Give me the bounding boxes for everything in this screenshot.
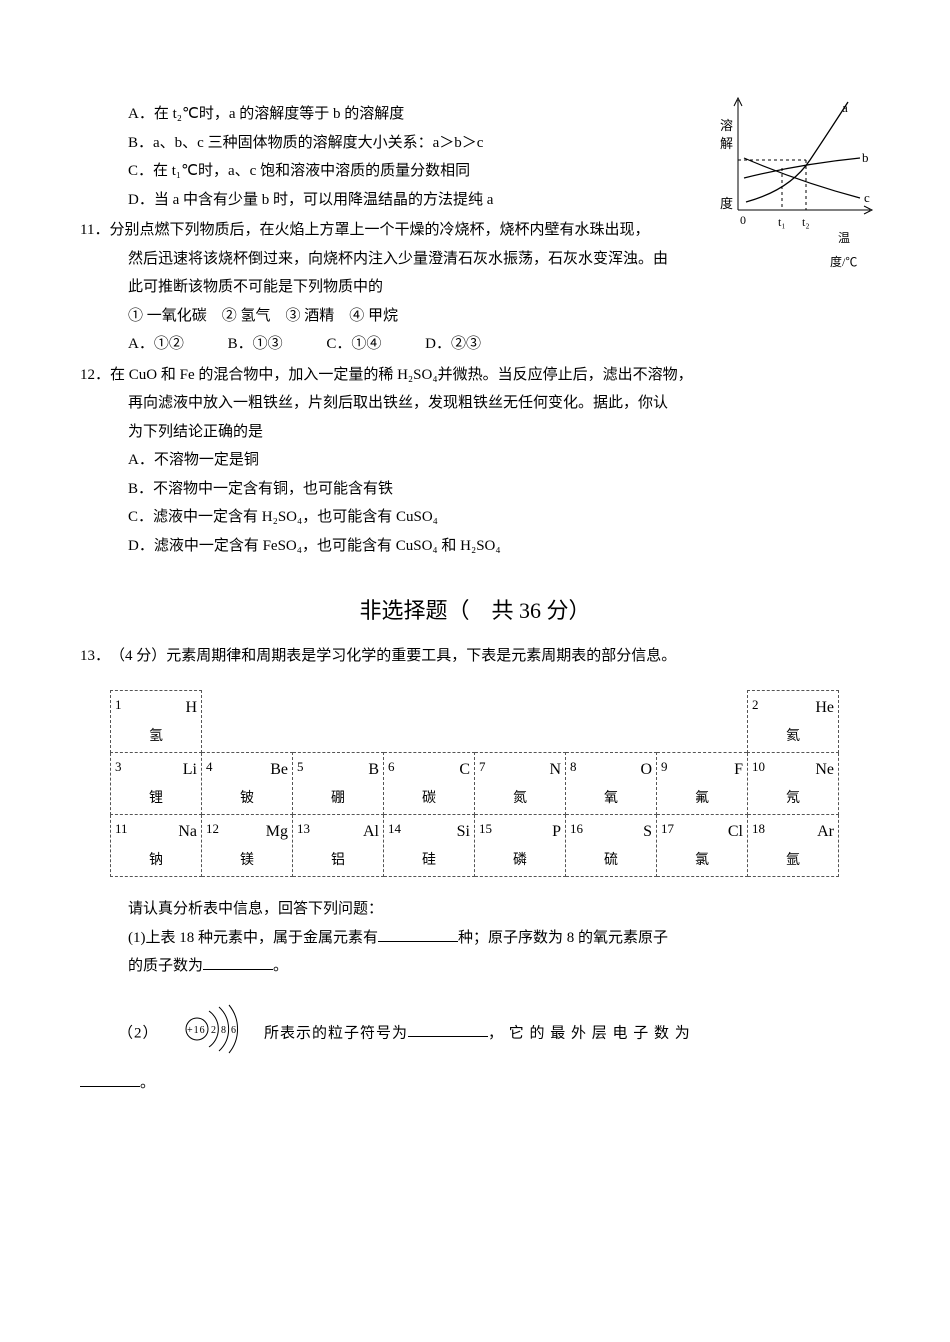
series-a-label: a (842, 100, 848, 115)
question-11: 11．分别点燃下列物质后，在火焰上方罩上一个干燥的冷烧杯，烧杯内壁有水珠出现， … (80, 216, 870, 359)
element-cell: 18Ar氩 (748, 815, 839, 877)
shell-2: 8 (221, 1025, 227, 1036)
q13-sub1: (1)上表 18 种元素中，属于金属元素有 种；原子序数为 8 的氧元素原子 (80, 924, 870, 953)
q11-number: 11． (80, 216, 109, 245)
element-cell: 1H氢 (111, 691, 202, 753)
q13-sub2d: 。 (140, 1075, 155, 1091)
element-cell: 17Cl氯 (657, 815, 748, 877)
q13-sub1b: 种；原子序数为 8 的氧元素原子 (458, 930, 668, 946)
q13-sub2c: ， 它 的 最 外 层 电 子 数 为 (488, 1025, 691, 1041)
element-cell: 2He氦 (748, 691, 839, 753)
q12-stem-1: 在 CuO 和 Fe 的混合物中，加入一定量的稀 H₂SO₄并微热。当反应停止后… (110, 367, 693, 383)
element-cell: 6C碳 (384, 753, 475, 815)
q11-optB: B．①③ (228, 330, 283, 359)
q13-stem: （4 分）元素周期律和周期表是学习化学的重要工具，下表是元素周期表的部分信息。 (110, 648, 676, 664)
blank-field[interactable] (80, 1071, 140, 1087)
y-axis-char-1: 溶 (720, 118, 733, 133)
q13-sub2b: 所表示的粒子符号为 (264, 1025, 408, 1041)
q13-sub1a: (1)上表 18 种元素中，属于金属元素有 (128, 930, 378, 946)
element-cell: 7N氮 (475, 753, 566, 815)
q11-optD: D．②③ (425, 330, 481, 359)
element-cell: 9F氟 (657, 753, 748, 815)
q13-instruction: 请认真分析表中信息，回答下列问题： (80, 895, 870, 924)
question-10-fragment: A．在 t₂℃时，a 的溶解度等于 b 的溶解度 B．a、b、c 三种固体物质的… (80, 100, 870, 214)
q12-optB: B．不溶物中一定含有铜，也可能含有铁 (80, 475, 870, 504)
q12-stem-3: 为下列结论正确的是 (80, 418, 870, 447)
q13-sub2: （2） +16 2 8 6 所表示的粒子符号为 ， 它 的 最 外 层 电 子 数… (80, 999, 870, 1070)
q11-optA: A．①② (128, 330, 184, 359)
element-cell: 16S硫 (566, 815, 657, 877)
periodic-table: 1H氢 2He氦 3Li锂4Be铍5B硼6C碳7N氮8O氧9F氟10Ne氖 11Na钠… (110, 690, 839, 877)
q13-sub2-line2: 。 (80, 1069, 870, 1098)
element-cell: 8O氧 (566, 753, 657, 815)
q12-stem-2: 再向滤液中放入一粗铁丝，片刻后取出铁丝，发现粗铁丝无任何变化。据此，你认 (80, 389, 870, 418)
element-cell: 14Si硅 (384, 815, 475, 877)
series-c-label: c (864, 190, 870, 205)
q12-optA: A．不溶物一定是铜 (80, 446, 870, 475)
blank-field[interactable] (408, 1021, 488, 1037)
element-cell: 13Al铝 (293, 815, 384, 877)
y-axis-char-2: 解 (720, 136, 733, 151)
q11-optC: C．①④ (326, 330, 381, 359)
element-cell: 11Na钠 (111, 815, 202, 877)
shell-3: 6 (231, 1025, 237, 1036)
blank-field[interactable] (378, 926, 458, 942)
q12-optC: C．滤液中一定含有 H₂SO₄，也可能含有 CuSO₄ (80, 503, 870, 532)
element-cell: 3Li锂 (111, 753, 202, 815)
element-cell: 4Be铍 (202, 753, 293, 815)
nucleus-charge: +16 (187, 1025, 206, 1036)
q12-number: 12． (80, 361, 110, 390)
q13-sub1d: 。 (273, 958, 288, 974)
question-12: 12．在 CuO 和 Fe 的混合物中，加入一定量的稀 H₂SO₄并微热。当反应… (80, 361, 870, 561)
section-title: 非选择题（ 共 36 分） (80, 590, 870, 632)
element-cell: 15P磷 (475, 815, 566, 877)
atom-structure-diagram: +16 2 8 6 (171, 999, 251, 1070)
q11-stem-1: 分别点燃下列物质后，在火焰上方罩上一个干燥的冷烧杯，烧杯内壁有水珠出现， (109, 222, 649, 238)
q12-optD: D．滤液中一定含有 FeSO₄，也可能含有 CuSO₄ 和 H₂SO₄ (80, 532, 870, 561)
shell-1: 2 (211, 1025, 217, 1036)
q13-number: 13． (80, 642, 110, 671)
y-axis-char-3: 度 (720, 196, 733, 211)
element-cell: 5B硼 (293, 753, 384, 815)
blank-field[interactable] (203, 954, 273, 970)
series-b-label: b (862, 150, 869, 165)
element-cell: 10Ne氖 (748, 753, 839, 815)
q11-options: A．①② B．①③ C．①④ D．②③ (80, 330, 870, 359)
q13-sub2a: （2） (118, 1025, 159, 1041)
q11-items: ① 一氧化碳 ② 氢气 ③ 酒精 ④ 甲烷 (80, 302, 870, 331)
q11-stem-3: 此可推断该物质不可能是下列物质中的 (80, 273, 870, 302)
q13-sub1c: 的质子数为 (128, 958, 203, 974)
element-cell: 12Mg镁 (202, 815, 293, 877)
question-13: 13．（4 分）元素周期律和周期表是学习化学的重要工具，下表是元素周期表的部分信… (80, 642, 870, 1098)
q13-sub1-line2: 的质子数为 。 (80, 952, 870, 981)
q11-stem-2: 然后迅速将该烧杯倒过来，向烧杯内注入少量澄清石灰水振荡，石灰水变浑浊。由 (80, 245, 870, 274)
